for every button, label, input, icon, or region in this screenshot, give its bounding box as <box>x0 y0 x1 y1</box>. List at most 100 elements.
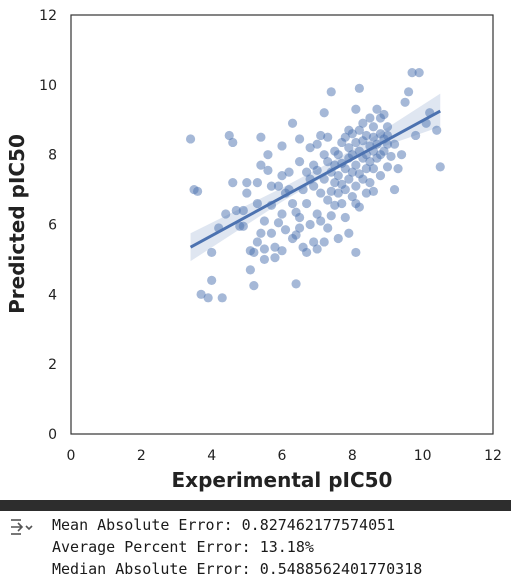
y-tick-label: 2 <box>48 357 57 373</box>
data-point <box>368 132 379 142</box>
data-point <box>347 167 357 177</box>
data-point <box>319 237 329 247</box>
data-point <box>287 118 298 128</box>
data-point <box>351 104 361 114</box>
y-tick-label: 4 <box>48 287 57 303</box>
data-point <box>242 188 252 198</box>
data-point <box>259 254 270 265</box>
regression-line <box>189 109 441 249</box>
data-point <box>238 221 248 231</box>
data-point <box>185 134 196 144</box>
data-point <box>294 157 305 167</box>
data-point <box>277 246 287 256</box>
data-point <box>382 162 393 172</box>
data-point <box>400 97 410 107</box>
data-point <box>389 139 400 149</box>
data-point <box>319 150 329 160</box>
data-point <box>344 174 354 184</box>
y-tick-label: 10 <box>39 78 57 94</box>
data-point <box>316 130 326 141</box>
data-point <box>323 157 333 167</box>
data-point <box>361 164 371 174</box>
data-point <box>312 244 322 254</box>
data-point <box>284 167 294 177</box>
data-point <box>358 118 368 128</box>
data-point <box>207 275 217 285</box>
x-tick-label: 8 <box>348 448 357 464</box>
data-point <box>231 205 241 216</box>
data-point <box>252 237 262 247</box>
data-point <box>379 146 389 156</box>
data-point <box>340 132 350 142</box>
data-point <box>340 164 350 174</box>
average-percent-error-text: Average Percent Error: 13.18% <box>52 538 314 556</box>
data-point <box>217 293 227 303</box>
data-point <box>361 130 371 141</box>
data-point <box>340 184 350 195</box>
data-point <box>407 68 417 78</box>
regression-line-layer <box>189 109 441 249</box>
data-point <box>228 178 238 188</box>
data-point <box>224 130 234 141</box>
y-tick-label: 8 <box>48 148 57 164</box>
data-point <box>273 218 284 228</box>
data-point <box>305 219 315 230</box>
data-point <box>245 265 255 275</box>
output-toggle-icon[interactable] <box>8 517 34 537</box>
data-point <box>249 247 259 258</box>
y-tick-label: 12 <box>39 8 57 24</box>
data-point <box>259 216 270 226</box>
plot-frame <box>70 14 494 435</box>
data-point <box>368 186 379 196</box>
y-ticks: 0 2 4 6 8 10 12 <box>39 8 57 443</box>
data-point <box>375 171 386 181</box>
mean-absolute-error-text: Mean Absolute Error: 0.827462177574051 <box>52 516 396 534</box>
data-point <box>361 188 371 198</box>
data-point <box>330 200 340 210</box>
data-point <box>309 181 319 191</box>
data-point <box>333 233 343 244</box>
data-point <box>358 174 368 184</box>
data-point <box>347 191 357 202</box>
x-tick-label: 10 <box>414 448 432 464</box>
x-tick-label: 4 <box>207 448 216 464</box>
data-point <box>312 209 322 219</box>
data-point <box>256 228 266 238</box>
data-point <box>330 178 340 188</box>
data-point <box>252 178 262 188</box>
data-point <box>319 108 329 118</box>
data-point <box>252 198 262 209</box>
data-point <box>326 87 336 97</box>
output-divider <box>0 500 511 511</box>
confidence-band-layer <box>190 93 441 262</box>
data-point <box>270 253 280 263</box>
data-point <box>266 228 277 238</box>
data-point <box>414 68 424 78</box>
x-axis-title: Experimental pIC50 <box>172 468 393 492</box>
data-point <box>287 198 298 209</box>
median-absolute-error-text: Median Absolute Error: 0.548856240177031… <box>52 560 423 578</box>
data-point <box>372 104 382 114</box>
data-point <box>270 242 280 252</box>
data-point <box>326 211 336 221</box>
data-point <box>277 141 287 151</box>
data-point <box>337 198 347 209</box>
data-point <box>228 137 238 148</box>
data-point <box>368 164 379 174</box>
data-point <box>256 132 266 142</box>
data-point <box>193 186 203 196</box>
data-point <box>354 202 364 212</box>
data-point <box>291 279 301 289</box>
data-point <box>354 83 364 93</box>
y-axis-title: Predicted pIC50 <box>5 134 29 314</box>
data-point <box>396 150 407 160</box>
data-point <box>375 113 386 123</box>
data-point <box>344 143 354 153</box>
data-point <box>294 223 305 233</box>
data-point <box>256 160 266 170</box>
data-point <box>323 195 333 205</box>
x-tick-label: 0 <box>67 448 76 464</box>
x-tick-label: 6 <box>278 448 287 464</box>
x-tick-label: 12 <box>484 448 502 464</box>
data-point <box>277 171 287 181</box>
